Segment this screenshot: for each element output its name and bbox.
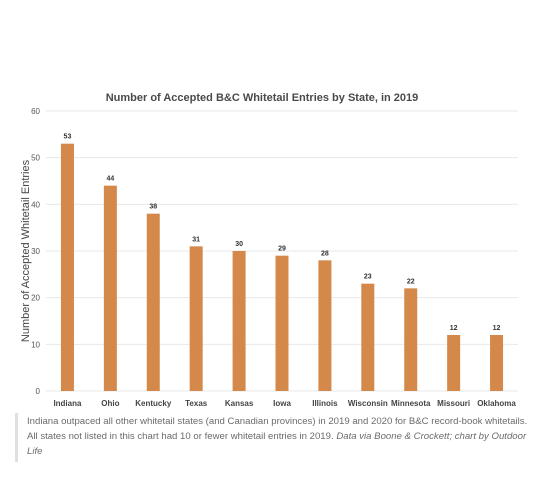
bars bbox=[60, 143, 504, 391]
bar bbox=[318, 260, 332, 391]
x-tick-label: Indiana bbox=[53, 399, 82, 408]
data-labels: 53 44 38 31 30 29 28 23 22 12 12 bbox=[64, 134, 501, 332]
bar bbox=[103, 185, 117, 391]
x-tick-label: Wisconsin bbox=[348, 399, 388, 408]
x-tick-label: Kentucky bbox=[135, 399, 172, 408]
data-label: 29 bbox=[278, 246, 286, 253]
data-label: 38 bbox=[149, 204, 157, 211]
y-tick-label: 0 bbox=[36, 387, 41, 396]
data-label: 30 bbox=[235, 241, 243, 248]
bar bbox=[60, 143, 74, 391]
x-tick-label: Missouri bbox=[437, 399, 470, 408]
x-tick-label: Texas bbox=[185, 399, 208, 408]
data-label: 12 bbox=[450, 325, 458, 332]
chart-title: Number of Accepted B&C Whitetail Entries… bbox=[106, 92, 419, 104]
bar bbox=[447, 335, 461, 391]
y-tick-label: 40 bbox=[31, 200, 40, 209]
data-label: 22 bbox=[407, 278, 415, 285]
data-label: 53 bbox=[64, 134, 72, 141]
bar bbox=[189, 246, 203, 391]
y-tick-label: 30 bbox=[31, 247, 40, 256]
caption-credit: Data via Boone & Crockett; chart by Outd… bbox=[27, 430, 527, 457]
x-axis-ticks: Indiana Ohio Kentucky Texas Kansas Iowa Illino… bbox=[53, 399, 516, 408]
data-label: 23 bbox=[364, 274, 372, 281]
bar-chart: Number of Accepted B&C Whitetail Entries… bbox=[20, 92, 518, 408]
bar bbox=[404, 288, 418, 391]
bar bbox=[361, 283, 375, 391]
bar bbox=[146, 213, 160, 391]
y-axis-label: Number of Accepted Whitetail Entries bbox=[20, 159, 32, 342]
data-label: 31 bbox=[192, 236, 200, 243]
x-tick-label: Oklahoma bbox=[477, 399, 516, 408]
x-tick-label: Illinois bbox=[312, 399, 338, 408]
y-axis-ticks: 0 10 20 30 40 50 60 bbox=[31, 107, 40, 396]
data-label: 44 bbox=[106, 176, 114, 183]
data-label: 28 bbox=[321, 250, 329, 257]
data-label: 12 bbox=[493, 325, 501, 332]
bar bbox=[490, 335, 504, 391]
caption-text: Indiana outpaced all other whitetail sta… bbox=[27, 416, 528, 442]
bar bbox=[275, 255, 289, 391]
y-tick-label: 10 bbox=[31, 340, 40, 349]
y-tick-label: 20 bbox=[31, 294, 40, 303]
y-tick-label: 60 bbox=[31, 107, 40, 116]
x-tick-label: Iowa bbox=[273, 399, 291, 408]
x-tick-label: Ohio bbox=[101, 399, 119, 408]
x-tick-label: Minnesota bbox=[391, 399, 431, 408]
chart-svg: Number of Accepted B&C Whitetail Entries… bbox=[20, 92, 518, 408]
bar bbox=[232, 251, 246, 391]
chart-caption: Indiana outpaced all other whitetail sta… bbox=[15, 413, 532, 462]
x-tick-label: Kansas bbox=[225, 399, 254, 408]
y-tick-label: 50 bbox=[31, 154, 40, 163]
